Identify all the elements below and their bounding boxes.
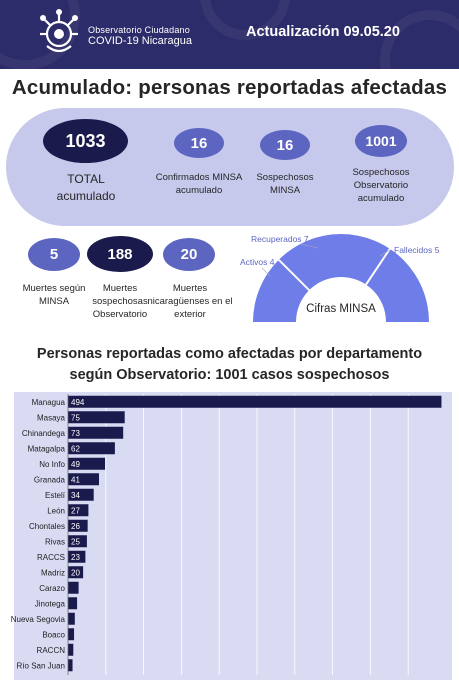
category-label: Granada: [34, 475, 66, 484]
category-label: Rivas: [45, 537, 65, 546]
virus-logo-icon: [40, 9, 78, 53]
chart-title-line1: Personas reportadas como afectadas por d…: [36, 346, 423, 362]
muertes-minsa-label-line1: Muertes según: [22, 283, 86, 294]
org-name-line1: Observatorio Ciudadano: [88, 25, 190, 35]
update-date: Actualización 09.05.20: [246, 24, 400, 40]
category-label: No Info: [39, 460, 65, 469]
confirmados-oval: 16: [174, 128, 224, 158]
bar: [68, 659, 73, 672]
muertes-obs-label-line3: Observatorio: [92, 308, 148, 320]
section-title: Acumulado: personas reportadas afectadas: [11, 76, 448, 99]
muertes-obs-label: Muertes sospechosas Observatorio: [80, 283, 160, 321]
muertes-minsa-oval: 5: [28, 238, 80, 271]
bar: [68, 597, 78, 610]
category-label: Carazo: [39, 584, 65, 593]
chart-title-line2: según Observatorio: 1001 casos sospechos…: [69, 367, 390, 384]
muertes-obs-label-line2: sospechosas: [92, 295, 148, 307]
data-label: 62: [71, 444, 80, 453]
bar: [68, 504, 89, 517]
sospechosos-obs-value: 1001: [365, 133, 397, 149]
muertes-obs-oval: 188: [87, 236, 153, 272]
background-decoration: [380, 10, 459, 69]
bar: [68, 519, 88, 532]
total-value: 1033: [65, 130, 106, 151]
bar: [68, 411, 125, 424]
header-banner: Observatorio Ciudadano COVID-19 Nicaragu…: [0, 0, 459, 69]
category-label: Chinandega: [22, 429, 66, 438]
data-label: 75: [71, 413, 80, 422]
sospechosos-obs-label-line2: Observatorio: [353, 179, 409, 191]
category-label: Chontales: [29, 522, 65, 531]
chart-title: Personas reportadas como afectadas por d…: [0, 344, 459, 386]
bar: [68, 612, 75, 625]
total-label: TOTAL acumulado: [40, 171, 132, 206]
bar: [68, 426, 124, 439]
category-label: León: [47, 506, 65, 515]
muertes-exterior-label-line1: Muertes: [172, 283, 208, 294]
muertes-exterior-label: Muertes nicaragüenses en el exterior: [145, 283, 235, 321]
confirmados-label: Confirmados MINSA acumulado: [142, 172, 256, 198]
data-label: 20: [71, 568, 80, 577]
data-label: 23: [71, 553, 80, 562]
muertes-minsa-value: 5: [49, 246, 59, 263]
bar: [68, 488, 94, 501]
category-label: Estelí: [45, 491, 66, 500]
total-label-line1: TOTAL: [67, 172, 105, 186]
category-label: RACCS: [37, 553, 65, 562]
category-label: Río San Juan: [17, 661, 65, 670]
sospechosos-minsa-value: 16: [276, 136, 294, 154]
data-label: 73: [71, 429, 80, 438]
data-label: 494: [71, 398, 85, 407]
bar: [68, 550, 86, 563]
category-label: Nueva Segovia: [11, 615, 66, 624]
sospechosos-obs-label-line1: Sospechosos: [352, 167, 410, 178]
total-label-line2: acumulado: [56, 189, 116, 204]
sospechosos-obs-oval: 1001: [355, 125, 407, 157]
muertes-exterior-label-line2: nicaragüenses en el: [147, 295, 233, 307]
bar: [68, 566, 84, 579]
category-label: RACCN: [37, 646, 66, 655]
confirmados-value: 16: [190, 134, 208, 152]
sospechosos-minsa-label-line1: Sospechosos: [256, 172, 314, 183]
sospechosos-minsa-label: Sospechosos MINSA: [245, 172, 325, 198]
sospechosos-obs-label: Sospechosos Observatorio acumulado: [335, 167, 427, 205]
data-label: 25: [71, 537, 80, 546]
confirmados-label-line2: acumulado: [175, 184, 223, 196]
category-label: Masaya: [37, 413, 66, 422]
total-oval: 1033: [43, 119, 128, 163]
data-label: 26: [71, 522, 80, 531]
bar: [68, 442, 115, 455]
bar: [68, 457, 106, 470]
category-label: Madriz: [41, 568, 65, 577]
muertes-minsa-label-line2: MINSA: [38, 295, 70, 307]
bar: [68, 535, 87, 548]
category-label: Matagalpa: [28, 444, 66, 453]
data-label: 41: [71, 475, 80, 484]
sospechosos-minsa-label-line2: MINSA: [269, 184, 301, 196]
data-label: 27: [71, 506, 80, 515]
bar: [68, 473, 99, 486]
bar: [68, 628, 75, 641]
bar: [68, 581, 79, 594]
bar: [68, 395, 442, 408]
category-label: Boaco: [42, 630, 65, 639]
category-label: Managua: [32, 398, 66, 407]
muertes-exterior-oval: 20: [163, 238, 215, 271]
bar: [68, 643, 74, 656]
chart-background: [14, 392, 452, 680]
muertes-obs-label-line1: Muertes: [102, 283, 138, 294]
muertes-exterior-label-line3: exterior: [174, 308, 206, 320]
muertes-obs-value: 188: [107, 245, 133, 263]
data-label: 49: [71, 460, 80, 469]
muertes-minsa-label: Muertes según MINSA: [14, 283, 94, 309]
sospechosos-minsa-oval: 16: [260, 130, 310, 160]
sospechosos-obs-label-line3: acumulado: [357, 192, 405, 204]
category-label: Jinotega: [35, 599, 66, 608]
data-label: 34: [71, 491, 80, 500]
muertes-exterior-value: 20: [180, 246, 198, 263]
org-name-line2: COVID-19 Nicaragua: [88, 35, 192, 47]
confirmados-label-line1: Confirmados MINSA: [155, 172, 243, 183]
